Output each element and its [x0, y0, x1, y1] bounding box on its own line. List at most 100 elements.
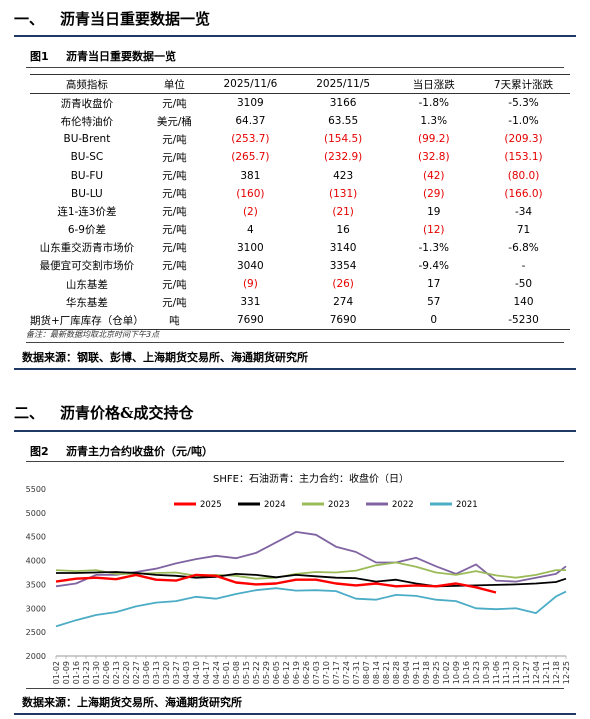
cell-value-nov6: 3040 — [237, 259, 264, 272]
table-note: 备注：最新数据均取北京时间下午3点 — [26, 330, 160, 339]
header-date-2: 2025/11/5 — [295, 73, 391, 95]
cell-indicator: BU-SC — [70, 151, 104, 164]
x-tick-label: 07-03 — [312, 661, 321, 684]
table-row: 布伦特油价 美元/桶 64.37 63.55 1.3% -1.0% — [30, 112, 570, 130]
x-tick-label: 04-03 — [182, 661, 191, 684]
cell-indicator: 布伦特油价 — [60, 115, 114, 128]
cell-value-nov6: (9) — [242, 278, 258, 291]
cell-indicator: 山东基差 — [65, 278, 108, 291]
x-tick-label: 09-11 — [412, 661, 421, 684]
section-1-rule — [14, 35, 576, 37]
cell-indicator: 6-9价差 — [67, 224, 106, 237]
cell-seven-day-change: (166.0) — [504, 187, 543, 200]
figure-1-caption: 图1 沥青当日重要数据一览 — [30, 48, 176, 64]
cell-daily-change: 0 — [390, 311, 478, 331]
cell-seven-day-change: -34 — [514, 205, 533, 218]
x-tick-label: 09-04 — [402, 661, 411, 684]
x-tick-label: 02-13 — [112, 661, 121, 684]
source-2-rule — [14, 713, 576, 715]
cell-value-nov5: (154.5) — [323, 133, 363, 146]
cell-value-nov6: (253.7) — [231, 133, 270, 146]
closing-price-chart: SHFE：石油沥青：主力合约：收盘价（日） 2000 2500 3000 3500 400… — [26, 472, 571, 684]
cell-value-nov5: (232.9) — [323, 151, 363, 164]
table-row: BU-Brent 元/吨 (253.7) (154.5) (99.2) (209.3) — [30, 130, 570, 148]
cell-unit: 元/吨 — [162, 151, 187, 164]
x-tick-label: 08-21 — [382, 661, 391, 684]
section-1-number: 一、 — [14, 10, 45, 28]
cell-value-nov5: 7690 — [295, 311, 391, 331]
table-row: 沥青收盘价 元/吨 3109 3166 -1.8% -5.3% — [30, 94, 570, 113]
figure-1-number: 图1 — [30, 50, 49, 63]
cell-seven-day-change: (209.3) — [504, 133, 543, 146]
cell-value-nov5: 3140 — [329, 241, 357, 254]
table-header-row: 高频指标 单位 2025/11/6 2025/11/5 当日涨跌 7天累计涨跌 — [30, 73, 570, 95]
figure-2-rule — [26, 461, 564, 462]
cell-unit: 元/吨 — [162, 188, 187, 201]
header-unit: 单位 — [143, 73, 205, 95]
cell-value-nov6: 331 — [240, 296, 261, 309]
x-tick-label: 12-18 — [552, 661, 561, 684]
cell-value-nov6: 3109 — [237, 97, 264, 110]
cell-value-nov5: 3354 — [329, 259, 357, 272]
cell-unit: 元/吨 — [162, 296, 187, 309]
cell-value-nov5: 274 — [333, 296, 354, 309]
cell-daily-change: 17 — [427, 278, 441, 291]
x-tick-label: 03-27 — [172, 661, 181, 684]
x-tick-label: 04-17 — [202, 661, 211, 684]
y-tick-label: 3000 — [26, 604, 46, 613]
cell-value-nov5: 423 — [333, 169, 354, 182]
x-tick-label: 08-07 — [362, 661, 371, 684]
section-1-title: 沥青当日重要数据一览 — [60, 10, 211, 28]
cell-value-nov6: 381 — [240, 169, 261, 182]
cell-seven-day-change: - — [521, 259, 526, 272]
cell-seven-day-change: -5.3% — [508, 97, 539, 110]
table-row: 华东基差 元/吨 331 274 57 140 — [30, 293, 570, 311]
cell-indicator: 沥青收盘价 — [60, 97, 114, 110]
cell-daily-change: (32.8) — [417, 151, 450, 164]
table-row: BU-FU 元/吨 381 423 (42) (80.0) — [30, 166, 570, 184]
x-tick-label: 08-14 — [372, 661, 381, 684]
x-tick-label: 09-25 — [432, 661, 441, 684]
figure-2-bottom-rule — [26, 688, 564, 689]
x-tick-label: 01-02 — [52, 661, 61, 684]
cell-value-nov6: (265.7) — [231, 151, 270, 164]
x-tick-label: 12-04 — [532, 661, 541, 684]
figure-2-number: 图2 — [30, 445, 49, 458]
x-tick-label: 03-06 — [142, 661, 151, 684]
x-tick-label: 05-22 — [252, 661, 261, 684]
y-tick-label: 3500 — [26, 580, 46, 589]
chart-title: SHFE：石油沥青：主力合约：收盘价（日） — [213, 472, 409, 485]
section-2-title: 沥青价格&成交持仓 — [60, 404, 194, 422]
cell-daily-change: 1.3% — [420, 115, 448, 128]
x-tick-label: 11-27 — [522, 661, 531, 684]
section-2-rule — [14, 430, 576, 432]
table-body: 沥青收盘价 元/吨 3109 3166 -1.8% -5.3% 布伦特油价 美元/桶 64.37… — [30, 94, 570, 331]
x-tick-label: 01-09 — [62, 661, 71, 684]
cell-daily-change: (99.2) — [417, 133, 450, 146]
cell-indicator: 华东基差 — [65, 296, 108, 309]
cell-value-nov6: (160) — [236, 187, 265, 200]
cell-value-nov6: 7690 — [204, 311, 296, 331]
cell-indicator: BU-FU — [70, 169, 104, 182]
table-row: BU-SC 元/吨 (265.7) (232.9) (32.8) (153.1) — [30, 148, 570, 166]
table-row: 6-9价差 元/吨 4 16 (12) 71 — [30, 221, 570, 239]
legend-label-2024: 2024 — [264, 500, 286, 510]
cell-daily-change: 19 — [427, 205, 441, 218]
cell-value-nov5: 63.55 — [328, 115, 359, 128]
cell-unit: 元/吨 — [162, 170, 187, 183]
table-row: 连1-连3价差 元/吨 (2) (21) 19 -34 — [30, 203, 570, 221]
cell-value-nov6: 3100 — [237, 241, 264, 254]
x-tick-label: 10-23 — [472, 661, 481, 684]
cell-unit: 美元/桶 — [156, 115, 192, 128]
source-1: 数据来源：钢联、彭博、上海期货交易所、海通期货研究所 — [22, 351, 308, 364]
cell-indicator: BU-Brent — [63, 133, 111, 146]
x-tick-label: 01-30 — [92, 661, 101, 684]
x-tick-label: 12-25 — [562, 661, 571, 684]
source-2: 数据来源：上海期货交易所、海通期货研究所 — [22, 696, 242, 709]
x-tick-label: 02-27 — [132, 661, 141, 684]
cell-seven-day-change: 71 — [516, 223, 531, 236]
header-date-1: 2025/11/6 — [204, 73, 296, 95]
x-tick-label: 07-17 — [332, 661, 341, 684]
x-tick-label: 09-18 — [422, 661, 431, 684]
x-tick-label: 01-23 — [82, 661, 91, 684]
